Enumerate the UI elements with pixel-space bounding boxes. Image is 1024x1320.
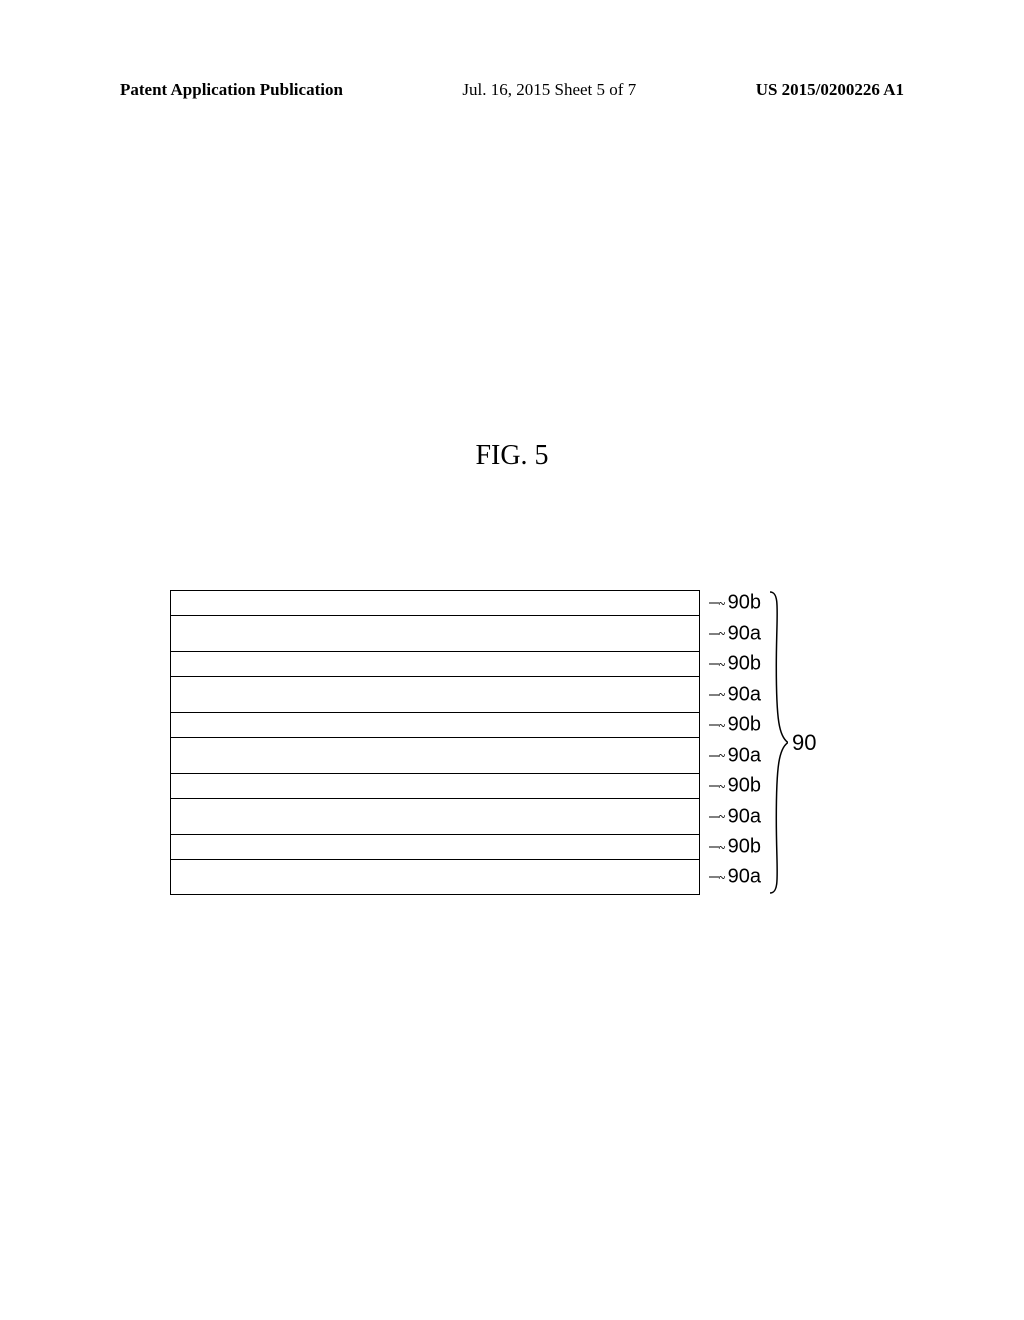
layer-2: ~90b (170, 651, 700, 676)
layer-label: 90b (728, 775, 761, 798)
lead-line-icon (709, 725, 719, 726)
layer-0: ~90b (170, 590, 700, 615)
layer-lead-7: ~90a (709, 805, 761, 828)
lead-line-icon (709, 603, 719, 604)
lead-tilde-icon: ~ (718, 625, 725, 643)
layer-label: 90a (728, 744, 761, 767)
lead-line-icon (709, 847, 719, 848)
layer-label: 90b (728, 714, 761, 737)
layer-lead-0: ~90b (709, 592, 761, 615)
layer-lead-8: ~90b (709, 836, 761, 859)
layer-3: ~90a (170, 676, 700, 712)
lead-line-icon (709, 786, 719, 787)
curly-brace-icon (770, 590, 788, 895)
lead-line-icon (709, 664, 719, 665)
layer-label: 90b (728, 592, 761, 615)
layer-7: ~90a (170, 798, 700, 834)
brace-label: 90 (792, 730, 816, 756)
layer-lead-4: ~90b (709, 714, 761, 737)
page-header: Patent Application Publication Jul. 16, … (0, 80, 1024, 100)
layer-lead-1: ~90a (709, 622, 761, 645)
layer-1: ~90a (170, 615, 700, 651)
lead-tilde-icon: ~ (718, 838, 725, 856)
layer-label: 90a (728, 683, 761, 706)
layer-4: ~90b (170, 712, 700, 737)
lead-tilde-icon: ~ (718, 808, 725, 826)
layer-lead-6: ~90b (709, 775, 761, 798)
header-right: US 2015/0200226 A1 (756, 80, 904, 100)
layer-lead-9: ~90a (709, 866, 761, 889)
layer-label: 90a (728, 622, 761, 645)
lead-tilde-icon: ~ (718, 777, 725, 795)
lead-line-icon (709, 694, 719, 695)
brace-group: 90 (770, 590, 816, 895)
layer-label: 90b (728, 836, 761, 859)
layer-lead-2: ~90b (709, 653, 761, 676)
layer-6: ~90b (170, 773, 700, 798)
lead-tilde-icon: ~ (718, 716, 725, 734)
layer-label: 90a (728, 805, 761, 828)
layer-label: 90a (728, 866, 761, 889)
layer-lead-3: ~90a (709, 683, 761, 706)
lead-tilde-icon: ~ (718, 686, 725, 704)
layer-lead-5: ~90a (709, 744, 761, 767)
layer-stack-diagram: ~90b~90a~90b~90a~90b~90a~90b~90a~90b~90a (170, 590, 700, 895)
lead-tilde-icon: ~ (718, 868, 725, 886)
lead-line-icon (709, 816, 719, 817)
lead-tilde-icon: ~ (718, 594, 725, 612)
layer-9: ~90a (170, 859, 700, 895)
lead-line-icon (709, 633, 719, 634)
lead-tilde-icon: ~ (718, 655, 725, 673)
figure-title: FIG. 5 (475, 440, 548, 472)
header-left: Patent Application Publication (120, 80, 343, 100)
lead-line-icon (709, 755, 719, 756)
layer-label: 90b (728, 653, 761, 676)
header-center: Jul. 16, 2015 Sheet 5 of 7 (462, 80, 636, 100)
lead-line-icon (709, 877, 719, 878)
lead-tilde-icon: ~ (718, 747, 725, 765)
layer-8: ~90b (170, 834, 700, 859)
layer-5: ~90a (170, 737, 700, 773)
